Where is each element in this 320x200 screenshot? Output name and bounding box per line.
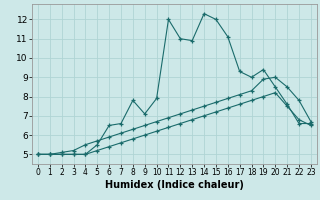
X-axis label: Humidex (Indice chaleur): Humidex (Indice chaleur): [105, 180, 244, 190]
